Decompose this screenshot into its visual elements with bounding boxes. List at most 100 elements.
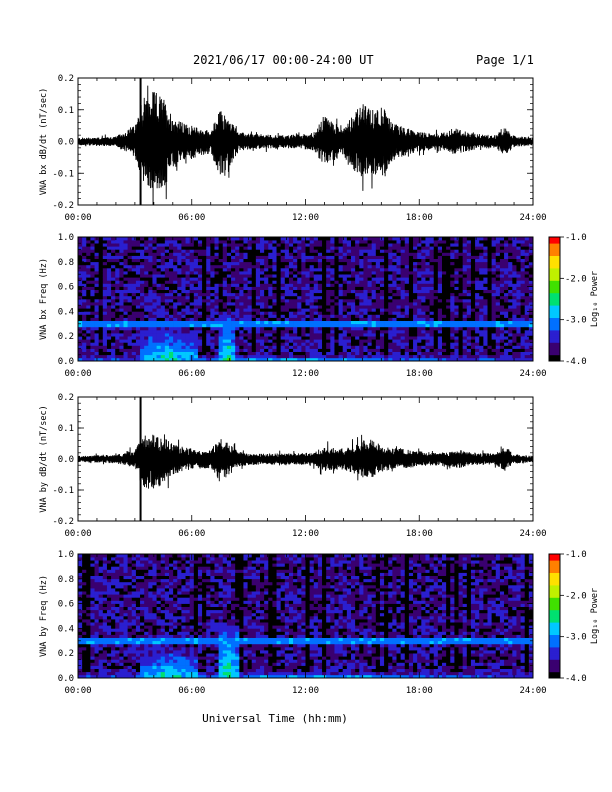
spectrogram-cell [504, 277, 509, 281]
spectrogram-cell [367, 280, 372, 284]
spectrogram-cell [90, 268, 95, 272]
spectrogram-cell [111, 333, 116, 337]
spectrogram-cell [115, 314, 120, 318]
spectrogram-cell [123, 299, 128, 303]
spectrogram-cell [106, 314, 112, 318]
spectrogram-cell [425, 292, 430, 297]
colorbar-segment [549, 334, 560, 337]
spectrogram-cell [504, 246, 509, 250]
spectrogram-cell [115, 354, 120, 359]
spectrogram-cell [359, 305, 364, 309]
spectrogram-cell [82, 557, 87, 561]
spectrogram-cell [222, 314, 228, 318]
spectrogram-cell [102, 292, 108, 297]
spectrogram-cell [396, 299, 401, 303]
spectrogram-cell [78, 563, 83, 567]
spectrogram-cell [322, 342, 327, 346]
spectrogram-cell [499, 274, 505, 278]
spectrogram-cell [392, 268, 397, 272]
spectrogram-cell [82, 674, 87, 679]
spectrogram-cell [144, 249, 149, 253]
spectrogram-cell [276, 240, 281, 244]
spectrogram-cell [210, 323, 215, 328]
spectrogram-cell [466, 354, 472, 359]
spectrogram-cell [160, 252, 166, 256]
spectrogram-cell [193, 280, 199, 284]
spectrogram-cell [351, 246, 356, 250]
spectrogram-cell [115, 302, 120, 306]
spectrogram-cell [82, 271, 87, 275]
spectrogram-cell [293, 261, 298, 266]
spectrogram-cell [144, 320, 149, 325]
spectrogram-cell [156, 295, 162, 300]
spectrogram-cell [479, 268, 484, 272]
spectrogram-cell [177, 354, 182, 359]
spectrogram-cell [272, 299, 277, 303]
spectrogram-cell [479, 264, 484, 269]
spectrogram-cell [491, 323, 497, 328]
spectrogram-cell [413, 264, 418, 269]
spectrogram-cell [131, 302, 137, 306]
spectrogram-cell [193, 323, 199, 328]
spectrogram-cell [94, 668, 99, 673]
spectrogram-cell [413, 299, 418, 303]
spectrogram-cell [164, 283, 170, 287]
spectrogram-cell [235, 311, 240, 315]
spectrogram-cell [528, 249, 534, 253]
spectrogram-cell [408, 243, 414, 247]
spectrogram-cell [94, 271, 99, 275]
spectrogram-cell [458, 330, 463, 334]
spectrogram-cell [115, 286, 120, 290]
spectrogram-cell [301, 314, 306, 318]
spectrogram-cell [466, 271, 472, 275]
spectrogram-cell [284, 280, 290, 284]
spectrogram-cell [504, 308, 509, 312]
spectrogram-cell [82, 268, 87, 272]
spectrogram-cell [442, 252, 447, 256]
spectrogram-cell [309, 255, 315, 259]
spectrogram-cell [160, 314, 166, 318]
spectrogram-cell [144, 330, 149, 334]
spectrogram-cell [276, 339, 281, 343]
spectrogram-cell [177, 292, 182, 297]
spectrogram-cell [421, 317, 426, 321]
spectrogram-cell [268, 305, 273, 309]
spectrogram-cell [247, 336, 253, 340]
spectrogram-cell [169, 289, 174, 294]
spectrogram-cell [106, 320, 112, 325]
spectrogram-cell [508, 268, 513, 272]
spectrogram-cell [512, 252, 517, 256]
spectrogram-cell [466, 317, 472, 321]
spectrogram-cell [400, 305, 406, 309]
spectrogram-cell [148, 255, 153, 259]
spectrogram-cell [508, 261, 513, 266]
spectrogram-cell [148, 280, 153, 284]
spectrogram-cell [458, 323, 463, 328]
spectrogram-cell [210, 357, 215, 362]
spectrogram-cell [235, 326, 240, 331]
spectrogram-cell [210, 326, 215, 331]
spectrogram-cell [322, 345, 327, 349]
spectrogram-cell [156, 330, 162, 334]
spectrogram-cell [466, 299, 472, 303]
spectrogram-cell [115, 252, 120, 256]
spectrogram-cell [404, 286, 410, 290]
spectrogram-cell [164, 295, 170, 300]
colorbar-segment [549, 323, 560, 327]
spectrogram-cell [404, 295, 410, 300]
spectrogram-cell [111, 314, 116, 318]
spectrogram-cell [301, 326, 306, 331]
colorbar-segment [549, 352, 560, 356]
spectrogram-cell [297, 302, 302, 306]
spectrogram-cell [90, 622, 95, 626]
spectrogram-cell [305, 314, 310, 318]
spectrogram-cell [404, 314, 410, 318]
spectrogram-cell [231, 320, 236, 325]
colorbar-segment [549, 344, 560, 347]
spectrogram-cell [239, 323, 244, 328]
spectrogram-cell [371, 345, 377, 349]
spectrogram-cell [454, 292, 459, 297]
spectrogram-cell [86, 295, 91, 300]
spectrogram-cell [305, 320, 310, 325]
spectrogram-cell [239, 246, 244, 250]
